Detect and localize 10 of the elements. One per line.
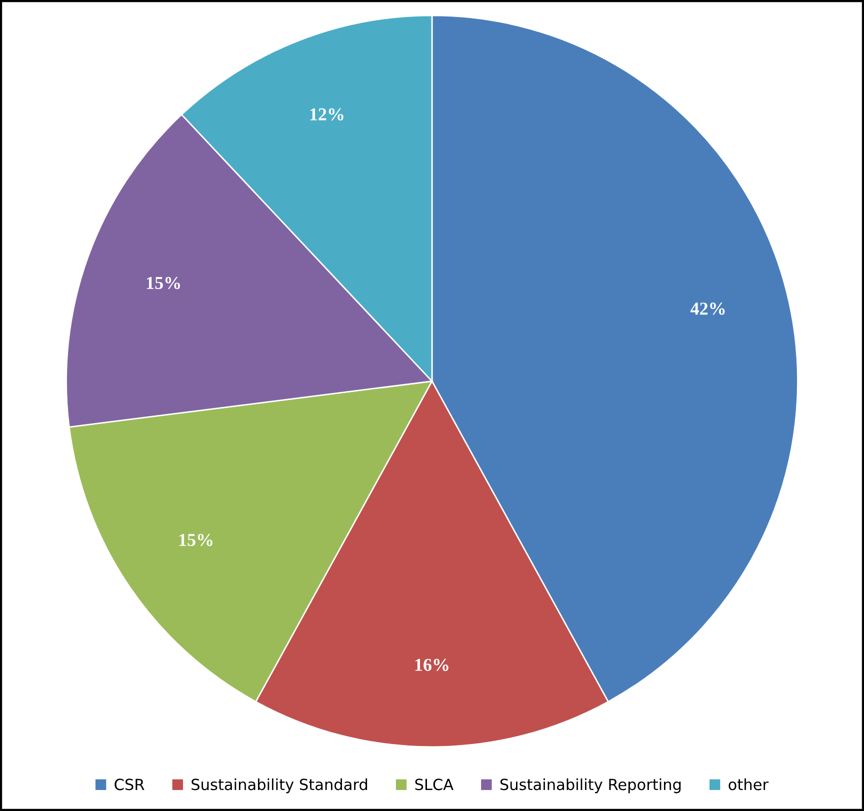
legend-label: CSR	[114, 778, 144, 790]
legend-label: Sustainability Reporting	[500, 778, 681, 794]
legend-label: SLCA	[415, 778, 454, 790]
legend-label: other	[728, 778, 769, 790]
data-label: 15%	[146, 276, 180, 290]
data-label: 16%	[415, 658, 448, 672]
legend-label: Sustainability Standard	[192, 778, 368, 794]
data-label: 15%	[179, 534, 212, 546]
data-label: 42%	[690, 302, 725, 315]
data-label: 12%	[310, 108, 344, 120]
